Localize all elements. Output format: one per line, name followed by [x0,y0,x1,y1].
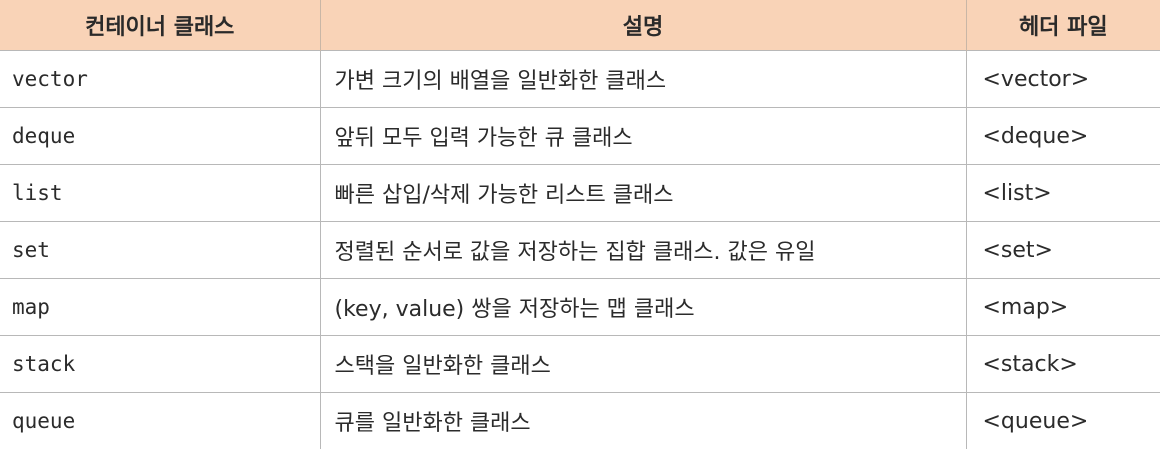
cell-class: queue [0,393,320,449]
table-row: queue 큐를 일반화한 클래스 <queue> [0,393,1160,449]
cell-header-file: <list> [966,165,1160,222]
cell-class: stack [0,336,320,393]
cell-header-file: <queue> [966,393,1160,449]
cell-class: set [0,222,320,279]
table-row: map (key, value) 쌍을 저장하는 맵 클래스 <map> [0,279,1160,336]
cell-description: 스택을 일반화한 클래스 [320,336,966,393]
table-row: deque 앞뒤 모두 입력 가능한 큐 클래스 <deque> [0,108,1160,165]
cell-class: list [0,165,320,222]
cell-header-file: <deque> [966,108,1160,165]
cell-header-file: <stack> [966,336,1160,393]
cell-description: 가변 크기의 배열을 일반화한 클래스 [320,51,966,108]
table-row: stack 스택을 일반화한 클래스 <stack> [0,336,1160,393]
cell-header-file: <set> [966,222,1160,279]
cell-description: 빠른 삽입/삭제 가능한 리스트 클래스 [320,165,966,222]
table-header-row: 컨테이너 클래스 설명 헤더 파일 [0,0,1160,51]
cell-header-file: <map> [966,279,1160,336]
table-row: set 정렬된 순서로 값을 저장하는 집합 클래스. 값은 유일 <set> [0,222,1160,279]
cell-description: 큐를 일반화한 클래스 [320,393,966,449]
cell-class: deque [0,108,320,165]
column-header-container-class: 컨테이너 클래스 [0,0,320,51]
cell-class: map [0,279,320,336]
cell-class: vector [0,51,320,108]
cell-description: 앞뒤 모두 입력 가능한 큐 클래스 [320,108,966,165]
cell-description: (key, value) 쌍을 저장하는 맵 클래스 [320,279,966,336]
column-header-header-file: 헤더 파일 [966,0,1160,51]
table-row: list 빠른 삽입/삭제 가능한 리스트 클래스 <list> [0,165,1160,222]
cell-description: 정렬된 순서로 값을 저장하는 집합 클래스. 값은 유일 [320,222,966,279]
table-row: vector 가변 크기의 배열을 일반화한 클래스 <vector> [0,51,1160,108]
cell-header-file: <vector> [966,51,1160,108]
column-header-description: 설명 [320,0,966,51]
